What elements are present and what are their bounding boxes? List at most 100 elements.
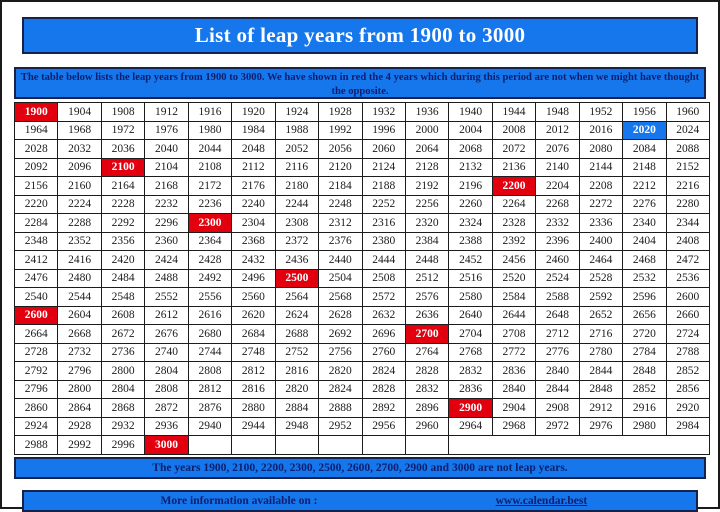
year-cell: 1976 bbox=[144, 120, 189, 140]
year-cell: 1992 bbox=[318, 120, 363, 140]
year-cell: 2796 bbox=[57, 361, 102, 381]
year-cell: 2840 bbox=[535, 361, 580, 381]
year-cell: 2848 bbox=[622, 361, 667, 381]
year-cell: 2732 bbox=[57, 342, 102, 362]
year-cell: 2932 bbox=[100, 416, 146, 436]
title-bar: List of leap years from 1900 to 3000 bbox=[22, 17, 698, 54]
year-cell: 2328 bbox=[491, 213, 537, 233]
year-cell: 2340 bbox=[622, 213, 667, 233]
year-cell: 2324 bbox=[448, 213, 493, 233]
year-cell: 2128 bbox=[404, 157, 450, 177]
year-cell: 2684 bbox=[231, 324, 276, 344]
year-cell: 2160 bbox=[57, 176, 102, 196]
year-cell: 2812 bbox=[231, 361, 276, 381]
year-cell: 2108 bbox=[187, 157, 233, 177]
year-cell: 2800 bbox=[100, 361, 146, 381]
year-cell: 2884 bbox=[274, 398, 320, 418]
table-row: 2348 2352 2356 2360 2364 2368 2372 2376 2380 2384… bbox=[13, 231, 711, 251]
year-cell: 2856 bbox=[665, 379, 711, 399]
year-cell: 2996 bbox=[100, 435, 146, 455]
year-cell: 2976 bbox=[578, 416, 624, 436]
year-cell: 2292 bbox=[100, 213, 146, 233]
year-cell: 2760 bbox=[361, 342, 406, 362]
year-cell: 2548 bbox=[100, 287, 146, 307]
year-cell: 2724 bbox=[665, 324, 711, 344]
year-cell: 2584 bbox=[491, 287, 537, 307]
year-cell: 2456 bbox=[491, 250, 537, 270]
year-cell: 2896 bbox=[404, 398, 450, 418]
year-cell: 2544 bbox=[57, 287, 102, 307]
year-cell: 2040 bbox=[144, 139, 189, 159]
non-leap-year-cell: 2700 bbox=[404, 324, 450, 344]
year-cell: 2484 bbox=[100, 268, 146, 288]
year-cell: 2288 bbox=[57, 213, 102, 233]
year-cell: 2228 bbox=[100, 194, 146, 214]
table-row: 2664 2668 2672 2676 2680 2684 2688 2692 2696 2700… bbox=[13, 324, 711, 344]
year-cell: 2412 bbox=[13, 250, 59, 270]
year-cell: 2352 bbox=[57, 231, 102, 251]
table-row: 2792 2796 2800 2804 2808 2812 2816 2820 2824 2828… bbox=[13, 361, 711, 381]
year-cell: 2836 bbox=[491, 361, 537, 381]
year-cell: 2460 bbox=[535, 250, 580, 270]
footer-label: More information available on : bbox=[160, 494, 318, 507]
year-cell: 1940 bbox=[448, 102, 493, 122]
year-cell: 2652 bbox=[578, 305, 624, 325]
year-cell: 2116 bbox=[274, 157, 320, 177]
leap-years-table: 1900 1904 1908 1912 1916 1920 1924 1928 1932 1936… bbox=[13, 102, 711, 455]
year-cell: 2880 bbox=[231, 398, 276, 418]
year-cell: 2740 bbox=[144, 342, 189, 362]
year-cell: 2616 bbox=[187, 305, 233, 325]
highlighted-year-cell: 2020 bbox=[622, 120, 667, 140]
year-cell: 2912 bbox=[578, 398, 624, 418]
year-cell: 2752 bbox=[274, 342, 320, 362]
year-cell: 2364 bbox=[187, 231, 233, 251]
year-cell: 2648 bbox=[535, 305, 580, 325]
year-cell: 2628 bbox=[318, 305, 363, 325]
year-cell: 2140 bbox=[535, 157, 580, 177]
year-cell: 2664 bbox=[13, 324, 59, 344]
year-cell: 2808 bbox=[187, 361, 233, 381]
year-cell: 2264 bbox=[491, 194, 537, 214]
table-row: 2156 2160 2164 2168 2172 2176 2180 2184 2188 2192… bbox=[13, 176, 711, 196]
year-cell: 2524 bbox=[535, 268, 580, 288]
year-cell: 2820 bbox=[318, 361, 363, 381]
year-cell: 2376 bbox=[318, 231, 363, 251]
year-cell: 2268 bbox=[535, 194, 580, 214]
year-cell: 1928 bbox=[318, 102, 363, 122]
table-row: 2028 2032 2036 2040 2044 2048 2052 2056 2060 2064… bbox=[13, 139, 711, 159]
year-cell: 1956 bbox=[622, 102, 667, 122]
year-cell: 2768 bbox=[448, 342, 493, 362]
year-cell: 2168 bbox=[144, 176, 189, 196]
year-cell: 2988 bbox=[13, 435, 59, 455]
year-cell: 2284 bbox=[13, 213, 59, 233]
year-cell: 2600 bbox=[665, 287, 711, 307]
year-cell: 2892 bbox=[361, 398, 406, 418]
year-cell: 2356 bbox=[100, 231, 146, 251]
year-cell: 2044 bbox=[187, 139, 233, 159]
footer-bar: More information available on : www.cale… bbox=[22, 489, 698, 512]
year-cell: 2232 bbox=[144, 194, 189, 214]
table-row: 1964 1968 1972 1976 1980 1984 1988 1992 1996 2000… bbox=[13, 120, 711, 140]
year-cell: 2860 bbox=[13, 398, 59, 418]
year-cell: 2312 bbox=[318, 213, 363, 233]
year-cell: 2680 bbox=[187, 324, 233, 344]
year-cell: 2120 bbox=[318, 157, 363, 177]
footer-link[interactable]: www.calendar.best bbox=[495, 494, 588, 507]
table-row: 2476 2480 2484 2488 2492 2496 2500 2504 2508 2512… bbox=[13, 268, 711, 288]
empty-cell bbox=[318, 435, 363, 455]
year-cell: 2208 bbox=[578, 176, 624, 196]
year-cell: 2388 bbox=[448, 231, 493, 251]
year-cell: 2904 bbox=[491, 398, 537, 418]
year-cell: 2452 bbox=[448, 250, 493, 270]
year-cell: 2960 bbox=[404, 416, 450, 436]
year-cell: 2196 bbox=[448, 176, 493, 196]
year-cell: 2028 bbox=[13, 139, 59, 159]
year-cell: 2640 bbox=[448, 305, 493, 325]
year-cell: 2868 bbox=[100, 398, 146, 418]
year-cell: 2164 bbox=[100, 176, 146, 196]
year-cell: 2256 bbox=[404, 194, 450, 214]
year-cell: 2304 bbox=[231, 213, 276, 233]
year-cell: 2644 bbox=[491, 305, 537, 325]
year-cell: 2048 bbox=[231, 139, 276, 159]
